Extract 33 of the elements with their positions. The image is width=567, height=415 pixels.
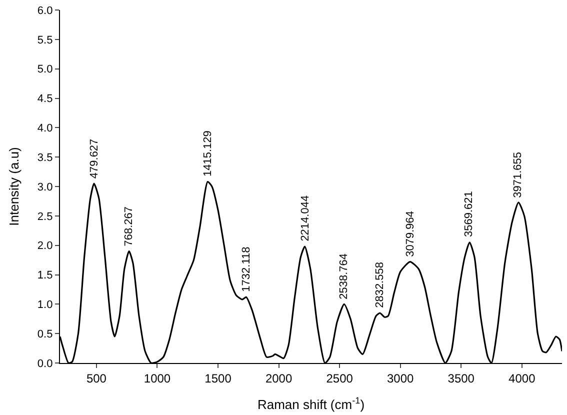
annotation: 1415.129: [202, 130, 214, 176]
annotation: 479.627: [88, 138, 100, 179]
x-axis-title: Raman shift (cm$^{-1}$): [257, 396, 365, 412]
annotation: 3569.621: [463, 191, 476, 238]
y-tick-label: 3.0: [37, 181, 53, 194]
annotation: 2538.764: [338, 253, 350, 300]
y-tick-label: 2.0: [37, 240, 53, 252]
y-tick-label: 3.5: [37, 152, 53, 164]
y-tick-label: 5.0: [37, 64, 53, 76]
x-tick-label: 1000: [144, 372, 171, 386]
y-tick-label: 4.5: [37, 93, 53, 106]
y-tick-label: 4.0: [37, 122, 53, 135]
annotation: 2832.558: [374, 262, 386, 308]
annotation: 3971.655: [512, 152, 524, 198]
y-tick-label: 1.0: [37, 299, 53, 312]
y-tick-label: 0.5: [37, 328, 53, 340]
annotation: 2214.044: [299, 195, 312, 242]
y-tick-label: 0.0: [37, 358, 53, 370]
x-tick-label: 1500: [204, 372, 232, 386]
x-tick-label: 3000: [386, 372, 414, 386]
annotation: 1732.118: [240, 246, 253, 292]
y-tick-label: 2.5: [37, 210, 53, 223]
y-tick-label: 1.5: [37, 270, 53, 282]
annotation: 768.267: [122, 206, 135, 246]
x-tick-label: 2000: [265, 372, 292, 386]
x-tick-label: 4000: [508, 372, 536, 386]
x-tick-label: 2500: [326, 372, 354, 386]
annotation: 3079.964: [404, 210, 416, 257]
x-tick-label: 500: [86, 372, 107, 386]
y-tick-label: 6.0: [37, 4, 53, 17]
y-tick-label: 5.5: [37, 34, 53, 46]
y-axis-title: Intensity (a.u): [6, 147, 22, 226]
x-tick-label: 3500: [448, 372, 475, 386]
